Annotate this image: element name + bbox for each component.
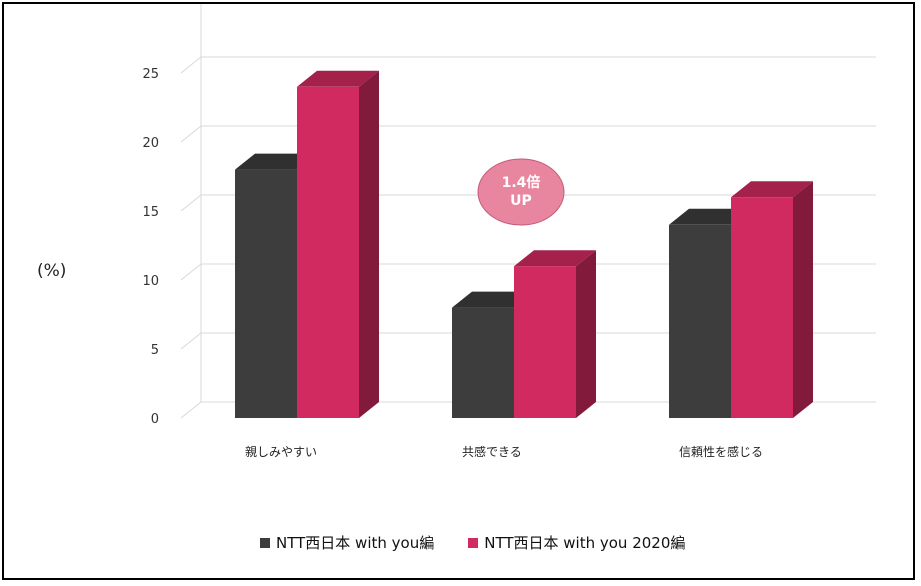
chart-canvas: 0 5 10 15 20 25 親しみやすい 共感できる 信頼性を感じる (%) 1.4倍 U… [37, 4, 876, 459]
y-tick-label: 10 [142, 274, 159, 289]
gridline-side [180, 401, 202, 419]
category-label: 親しみやすい [245, 445, 317, 459]
bar-front [235, 169, 297, 418]
y-tick-label: 0 [151, 412, 159, 427]
bar-top [669, 208, 751, 225]
category-labels: 親しみやすい 共感できる 信頼性を感じる [245, 444, 763, 459]
y-tick-label: 15 [142, 205, 159, 220]
annotation-ellipse [477, 158, 565, 226]
y-tick-labels: 0 5 10 15 20 25 [142, 67, 159, 427]
bar-side [576, 250, 596, 418]
annotation-badge: 1.4倍 UP [477, 158, 565, 226]
bar-top [514, 250, 596, 267]
bar-side [793, 181, 813, 418]
legend-item-series-2: NTT西日本 with you 2020編 [468, 532, 685, 553]
legend-swatch-series-2 [468, 537, 479, 548]
bar-top [452, 291, 534, 308]
annotation-text-line2: UP [510, 193, 532, 209]
y-axis-label: (%) [37, 261, 66, 281]
gridline-side [180, 194, 202, 212]
bar-side [359, 70, 379, 419]
bar-3-series-2 [731, 181, 813, 418]
legend-label-series-2: NTT西日本 with you 2020編 [484, 534, 686, 552]
gridline-side [180, 125, 202, 143]
bar-1-series-2 [297, 70, 379, 419]
legend: NTT西日本 with you編 NTT西日本 with you 2020編 [260, 532, 685, 553]
bar-front [731, 197, 793, 418]
y-tick-label: 5 [151, 343, 159, 358]
bar-front [514, 266, 576, 418]
category-label: 共感できる [462, 444, 522, 459]
bar-front [297, 86, 359, 419]
annotation-text-line1: 1.4倍 [502, 174, 541, 191]
gridline-side [180, 56, 202, 74]
bar-front [452, 307, 514, 418]
bar-2-series-2 [514, 250, 596, 418]
chart-frame: 0 5 10 15 20 25 親しみやすい 共感できる 信頼性を感じる (%) 1.4倍 U… [2, 2, 915, 580]
bar-top [731, 181, 813, 198]
gridline-side [180, 332, 202, 350]
bar-front [669, 224, 731, 418]
y-tick-label: 25 [142, 67, 159, 82]
category-label: 信頼性を感じる [679, 444, 763, 459]
bar-layer [235, 70, 813, 419]
legend-swatch-series-1 [260, 537, 270, 548]
bar-top [235, 153, 317, 170]
legend-item-series-1: NTT西日本 with you編 [260, 532, 434, 553]
bar-top [297, 70, 379, 87]
legend-label-series-1: NTT西日本 with you編 [276, 534, 435, 552]
y-tick-label: 20 [142, 136, 159, 151]
gridline-side [180, 263, 202, 281]
